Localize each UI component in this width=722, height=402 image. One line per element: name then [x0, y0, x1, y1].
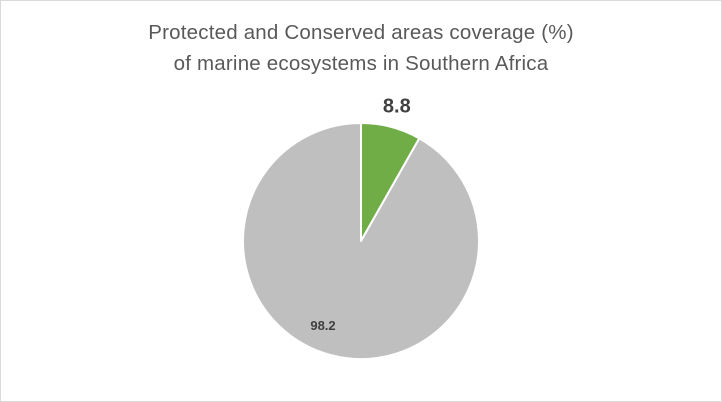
data-label-98-2: 98.2 — [310, 318, 335, 333]
data-label-8-8: 8.8 — [383, 96, 411, 118]
chart-title-line-1: Protected and Conserved areas coverage (… — [148, 21, 574, 44]
chart-title-line-2: of marine ecosystems in Southern Africa — [173, 52, 549, 75]
chart-title: Protected and Conserved areas coverage (… — [1, 17, 721, 79]
pie-slice-98-2 — [242, 122, 480, 360]
